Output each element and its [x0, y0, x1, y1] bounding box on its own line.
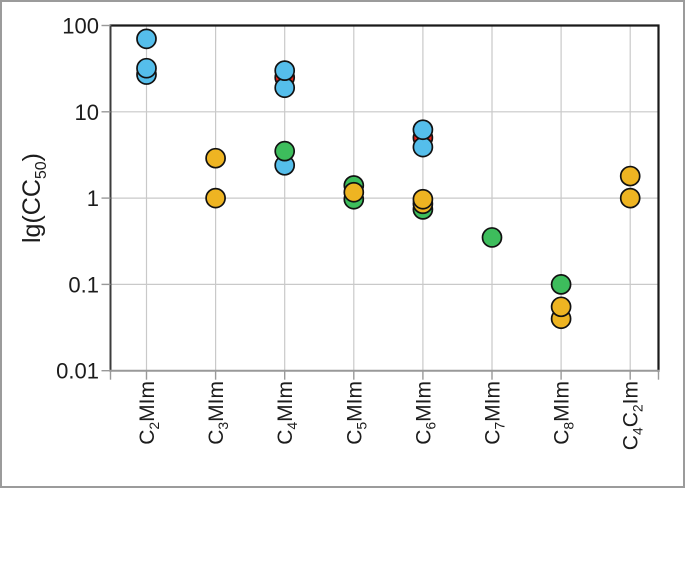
y-tick-label: 100 [62, 14, 99, 39]
x-category-label: C8MIm [551, 381, 577, 445]
y-tick-label: 0.1 [68, 272, 99, 297]
scatter-plot: 100 10 1 0.1 0.01 lg(CC50) C2MIm C3MIm C4MIm C5MI… [18, 14, 660, 450]
data-point [619, 165, 641, 187]
data-point [619, 187, 641, 209]
data-point [412, 188, 434, 210]
data-point [274, 140, 296, 162]
x-category-label: C5MIm [343, 381, 369, 445]
data-point [274, 60, 296, 81]
x-category-label: C6MIm [412, 381, 438, 445]
data-point [136, 28, 157, 50]
data-point [343, 181, 365, 203]
x-category-label: C3MIm [205, 381, 231, 445]
data-point [274, 77, 296, 99]
y-axis-title: lg(CC50) [18, 153, 50, 243]
data-point [481, 227, 503, 248]
data-point [550, 274, 572, 295]
data-point [412, 136, 434, 158]
y-tick-label: 10 [75, 100, 99, 125]
data-point [412, 119, 434, 141]
x-category-label: C4C2Im [620, 381, 646, 450]
x-category-label: C4MIm [274, 381, 300, 445]
data-point [205, 147, 226, 169]
x-category-label: C7MIm [482, 381, 508, 445]
x-category-label: C2MIm [136, 381, 162, 445]
chart-panel: 100 10 1 0.1 0.01 lg(CC50) C2MIm C3MIm C4MIm C5MI… [0, 0, 685, 488]
y-tick-label: 0.01 [56, 359, 99, 384]
data-point [205, 187, 226, 209]
data-point [550, 296, 572, 318]
data-point [136, 57, 157, 79]
legend: anion = Cl, CaCo-2, MTS anion = Cl, CaCo… [0, 488, 685, 565]
y-tick-label: 1 [87, 186, 99, 211]
